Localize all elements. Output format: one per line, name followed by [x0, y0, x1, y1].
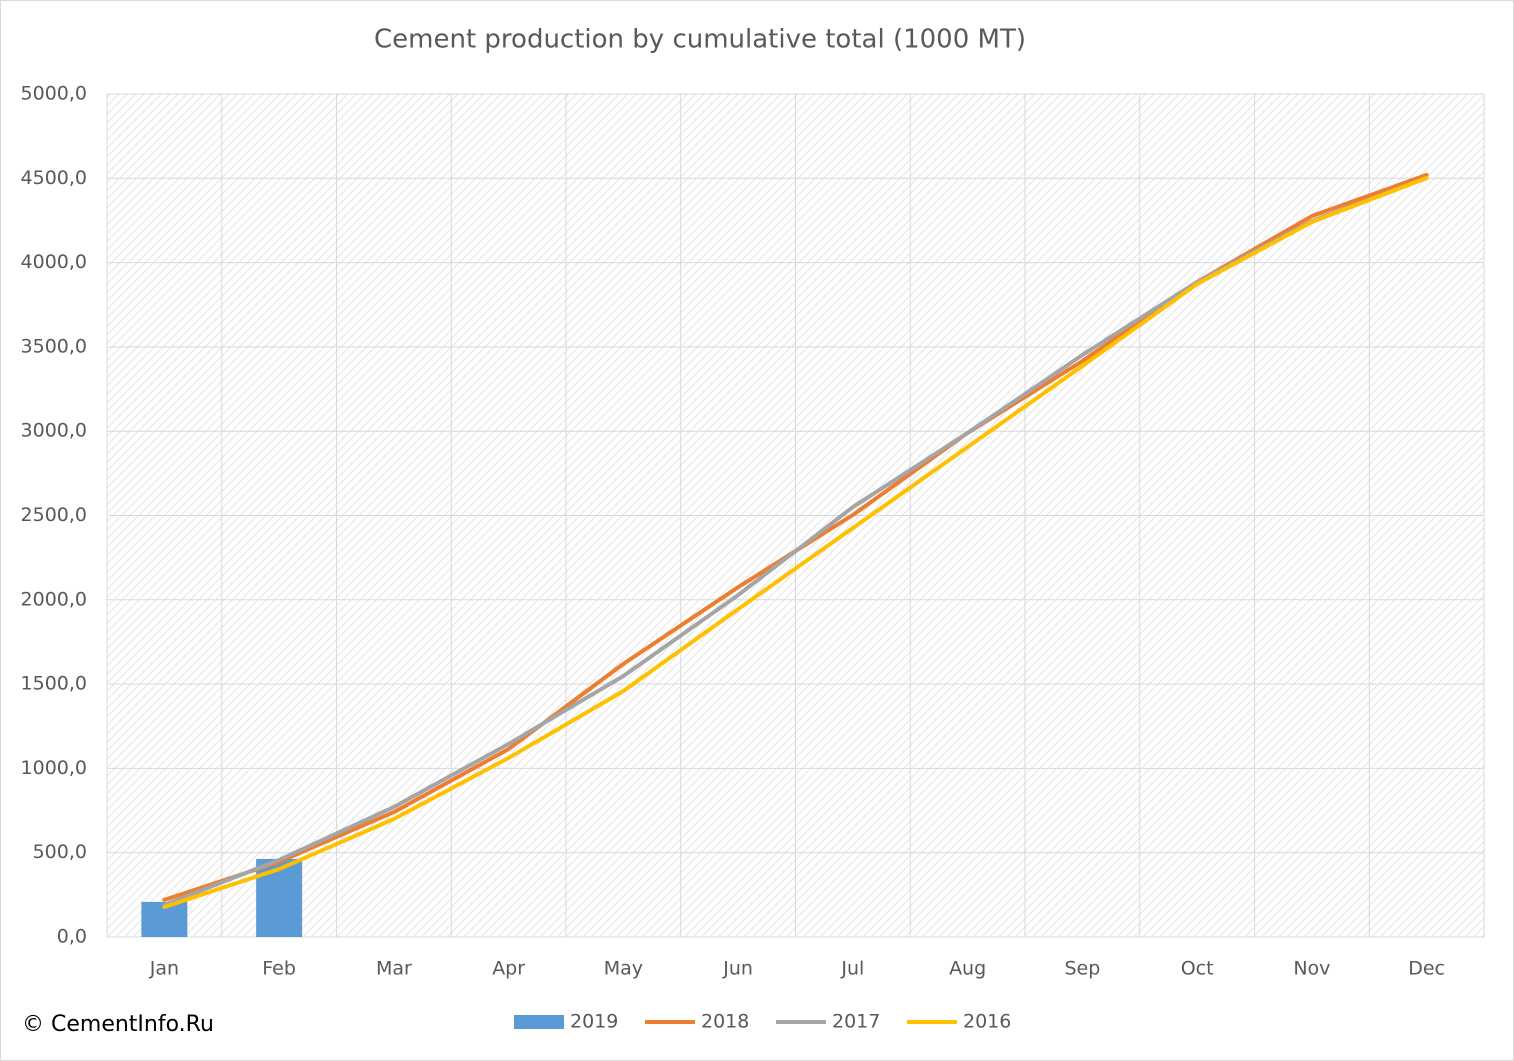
x-tick-label: Feb — [262, 958, 296, 980]
y-tick-label: 3000,0 — [21, 420, 87, 442]
x-tick-label: Jun — [722, 958, 753, 980]
x-tick-label: Jul — [840, 958, 864, 980]
x-tick-label: Jan — [149, 958, 179, 980]
y-tick-label: 2500,0 — [21, 504, 87, 526]
x-tick-label: Mar — [376, 958, 412, 980]
x-tick-label: Oct — [1181, 958, 1214, 980]
x-tick-label: May — [604, 958, 643, 980]
bar — [256, 858, 303, 937]
x-tick-label: Aug — [949, 958, 986, 980]
y-tick-label: 1000,0 — [21, 757, 87, 779]
legend-label: 2016 — [963, 1011, 1011, 1033]
y-tick-label: 4500,0 — [21, 167, 87, 189]
legend-label: 2019 — [570, 1011, 618, 1033]
x-tick-label: Nov — [1293, 958, 1330, 980]
y-tick-label: 5000,0 — [21, 83, 87, 105]
legend-label: 2017 — [832, 1011, 880, 1033]
source: © CementInfo.Ru — [22, 1012, 214, 1037]
y-tick-label: 2000,0 — [21, 588, 87, 610]
y-tick-label: 500,0 — [33, 841, 87, 863]
x-tick-label: Dec — [1408, 958, 1445, 980]
x-tick-label: Sep — [1064, 958, 1100, 980]
y-tick-label: 0,0 — [57, 926, 87, 948]
line-series — [162, 175, 1429, 909]
chart-title: Cement production by cumulative total (1… — [374, 25, 1026, 55]
y-tick-label: 1500,0 — [21, 673, 87, 695]
y-tick-label: 4000,0 — [21, 251, 87, 273]
legend-label: 2018 — [701, 1011, 749, 1033]
y-tick-label: 3500,0 — [21, 335, 87, 357]
x-tick-label: Apr — [492, 958, 525, 980]
legend-swatch — [514, 1015, 564, 1029]
